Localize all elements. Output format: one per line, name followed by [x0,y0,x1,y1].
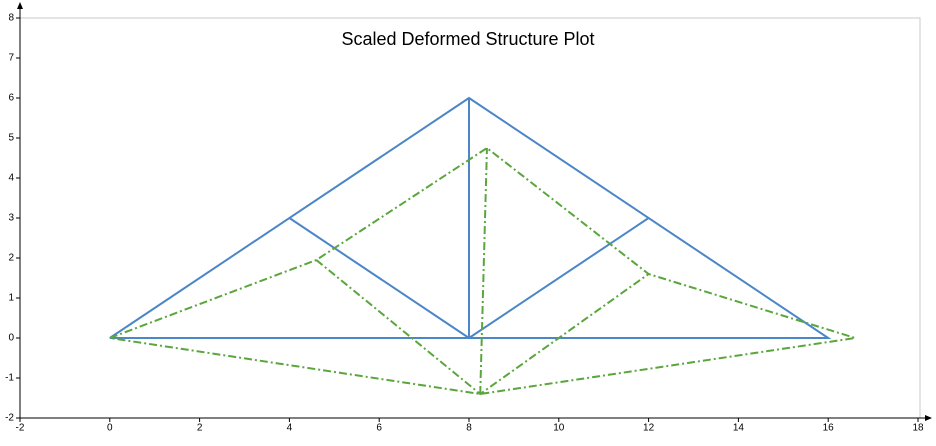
x-tick-label: 18 [912,423,924,434]
y-tick-label: 0 [8,333,14,344]
x-tick-label: 12 [643,423,655,434]
y-tick-label: 3 [8,213,14,224]
y-tick-label: 7 [8,53,14,64]
chart-title: Scaled Deformed Structure Plot [341,29,594,49]
y-tick-label: 8 [8,13,14,24]
x-tick-label: 0 [107,423,113,434]
x-axis-arrow [925,415,932,421]
x-tick-label: 6 [376,423,382,434]
x-tick-label: 4 [287,423,293,434]
series-line [109,96,832,340]
x-tick-label: 8 [466,423,472,434]
x-tick-label: 16 [823,423,835,434]
x-tick-label: 14 [733,423,745,434]
y-tick-label: 5 [8,133,14,144]
y-tick-label: 6 [8,93,14,104]
y-axis-arrow [17,2,23,9]
y-tick-label: -1 [5,373,14,384]
y-tick-label: 2 [8,253,14,264]
series-line [109,146,856,396]
y-tick-label: 1 [8,293,14,304]
x-tick-label: 10 [553,423,565,434]
y-tick-label: 4 [8,173,14,184]
y-tick-label: -2 [5,413,14,424]
x-tick-label: -2 [16,423,25,434]
x-tick-label: 2 [197,423,203,434]
